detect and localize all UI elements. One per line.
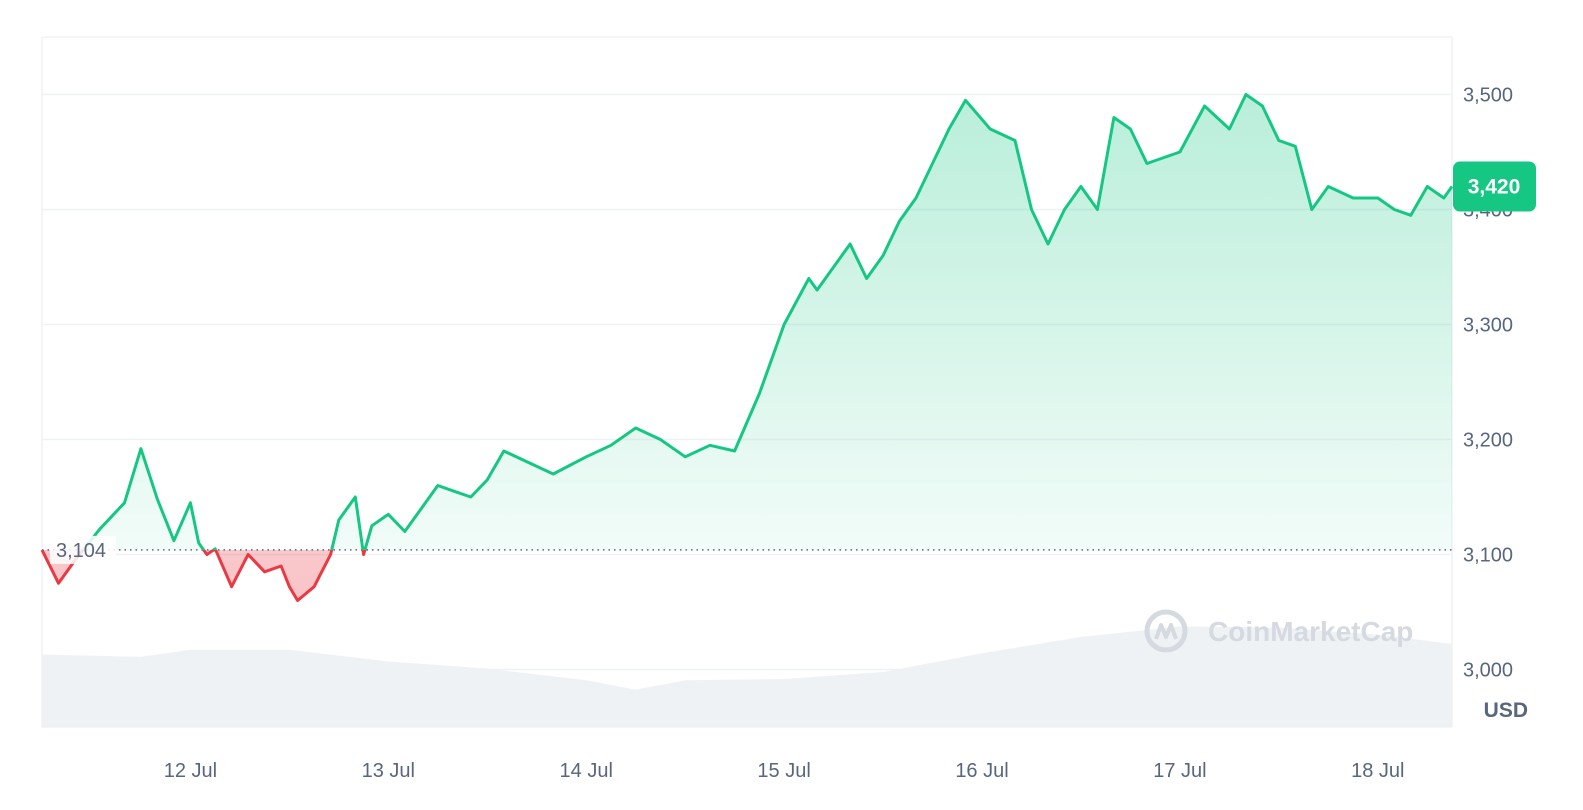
x-axis-ticks: 12 Jul 13 Jul 14 Jul 15 Jul 16 Jul 17 Jul 18 J…: [164, 760, 1405, 782]
watermark: CoinMarketCap: [1144, 609, 1413, 653]
y-tick-label-3100: 3,100: [1463, 545, 1513, 567]
x-tick-label-17-jul: 17 Jul: [1153, 760, 1206, 782]
baseline-label-group: 3,104: [50, 535, 116, 564]
y-tick-label-3300: 3,300: [1463, 315, 1513, 337]
currency-label: USD: [1484, 699, 1528, 722]
y-tick-label-3200: 3,200: [1463, 430, 1513, 452]
x-tick-label-13-jul: 13 Jul: [362, 760, 415, 782]
y-tick-label-3000: 3,000: [1463, 660, 1513, 682]
baseline-label: 3,104: [56, 540, 106, 562]
current-price-label: 3,420: [1468, 176, 1521, 199]
y-tick-label-3500: 3,500: [1463, 85, 1513, 107]
current-price-badge: 3,420: [1453, 161, 1536, 212]
watermark-text: CoinMarketCap: [1208, 616, 1413, 647]
current-price-badge-background: [1453, 161, 1536, 212]
price-area-down: [42, 549, 365, 601]
price-line-up: [41, 93, 1454, 550]
x-tick-label-14-jul: 14 Jul: [560, 760, 613, 782]
price-area-up: [42, 94, 1452, 550]
price-area-layer: [42, 94, 1452, 601]
price-line-down: [40, 549, 367, 602]
x-tick-label-16-jul: 16 Jul: [955, 760, 1008, 782]
price-line-layer: [40, 93, 1454, 602]
coinmarketcap-logo-icon: [1144, 609, 1188, 653]
volume-area-layer: [42, 626, 1452, 727]
volume-area: [42, 626, 1452, 727]
x-tick-label-15-jul: 15 Jul: [757, 760, 810, 782]
baseline-label-background: [50, 535, 116, 564]
x-tick-label-12-jul: 12 Jul: [164, 760, 217, 782]
x-tick-label-18-jul: 18 Jul: [1351, 760, 1404, 782]
